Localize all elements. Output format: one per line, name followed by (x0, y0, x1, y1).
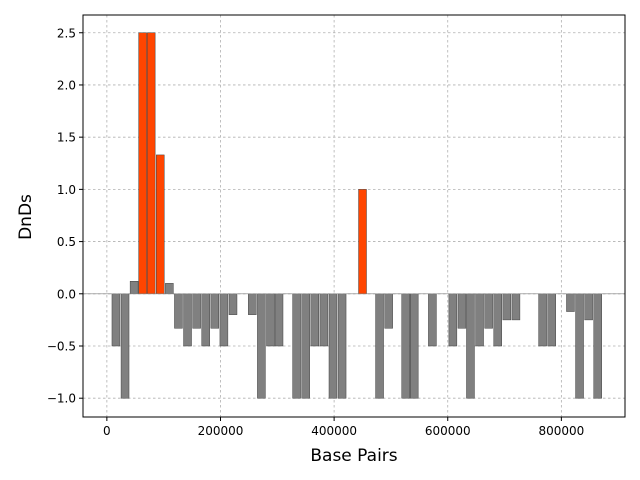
bars (111, 32, 602, 399)
x-tick-label: 600000 (425, 424, 471, 438)
bar (266, 293, 275, 347)
bar (538, 293, 547, 347)
bar (174, 293, 183, 329)
bar (210, 293, 220, 329)
x-axis-ticks: 0 200000 400000 600000 800000 (103, 417, 584, 438)
bar (156, 154, 165, 295)
x-tick-label: 200000 (198, 424, 244, 438)
x-tick-label: 0 (103, 424, 111, 438)
bar (328, 293, 338, 399)
bar (228, 293, 238, 315)
bar (219, 293, 229, 347)
bar (129, 281, 139, 295)
y-tick-label: −1.0 (47, 392, 76, 406)
y-tick-label: 1.5 (57, 131, 76, 145)
bar (547, 293, 556, 347)
bar (138, 32, 147, 295)
bar (120, 293, 130, 399)
x-tick-label: 800000 (538, 424, 584, 438)
bar (457, 293, 467, 329)
bar (409, 293, 419, 399)
bar (384, 293, 393, 329)
bar (201, 293, 210, 347)
bar (358, 189, 367, 295)
bar (511, 293, 521, 321)
bar (466, 293, 475, 399)
plot-frame (82, 14, 626, 418)
bar (146, 32, 156, 295)
y-tick-label: 1.0 (57, 183, 76, 197)
bar (502, 293, 512, 321)
bar (448, 293, 458, 347)
y-axis-label: DnDs (16, 194, 36, 240)
bar (484, 293, 493, 329)
bar (301, 293, 310, 399)
bar (192, 293, 201, 329)
bar (111, 293, 121, 347)
bar (257, 293, 266, 399)
x-axis-label: Base Pairs (310, 446, 397, 466)
y-tick-label: 2.5 (57, 26, 76, 40)
bar (310, 293, 320, 347)
bar (165, 283, 174, 295)
bar (292, 293, 301, 399)
bar (319, 293, 329, 347)
grid-lines (83, 15, 625, 417)
bar (493, 293, 502, 347)
bar (337, 293, 347, 399)
bar (248, 293, 257, 315)
y-tick-label: 0.5 (57, 235, 76, 249)
y-tick-label: 0.0 (57, 287, 76, 301)
bar (475, 293, 484, 347)
y-tick-label: 2.0 (57, 78, 76, 92)
bar (375, 293, 384, 399)
bar (575, 293, 584, 399)
bar (428, 293, 437, 347)
bar (566, 293, 575, 312)
y-axis-ticks: −1.0 −0.5 0.0 0.5 1.0 1.5 2.0 2.5 (47, 26, 83, 406)
bar (593, 293, 602, 399)
bar (584, 293, 593, 321)
y-tick-label: −0.5 (47, 339, 76, 353)
x-tick-label: 400000 (311, 424, 357, 438)
bar (401, 293, 410, 399)
bar (274, 293, 284, 347)
bar (183, 293, 192, 347)
